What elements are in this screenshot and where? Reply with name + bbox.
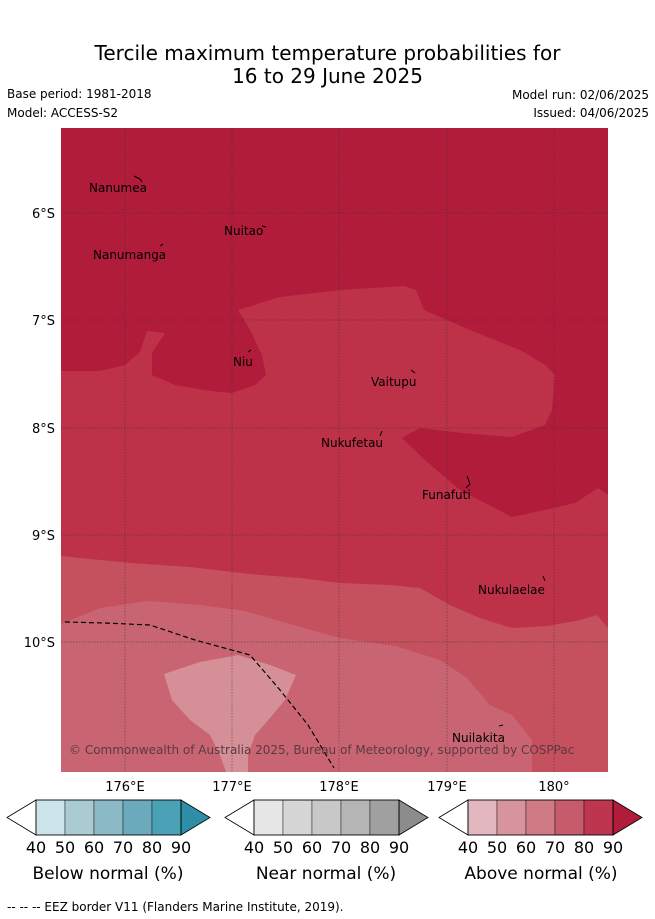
place-nanumanga: Nanumanga [93, 248, 166, 262]
lon-label-177e: 177°E [212, 780, 252, 795]
eez-border [64, 621, 335, 769]
colorbar-above-bin [467, 799, 498, 836]
colorbar-above-bin [525, 799, 556, 836]
colorbar-below-tick: 40 [26, 838, 46, 857]
colorbar-below: 40 50 60 70 80 90 [6, 799, 211, 857]
colorbar-title-near: Near normal (%) [255, 864, 397, 884]
place-labels: Nanumea Nuitao Nanumanga Niu Vaitupu Nuk… [89, 181, 545, 745]
place-funafuti: Funafuti [422, 488, 471, 502]
colorbar-near-tick: 50 [273, 838, 293, 857]
region-above-60 [61, 601, 532, 772]
colorbar-near-bin [311, 799, 342, 836]
place-nuilakita: Nuilakita [452, 731, 505, 745]
lat-label-10s: 10°S [24, 636, 55, 651]
colorbar-above-tick: 80 [574, 838, 594, 857]
colorbar-above-high-extend [612, 799, 643, 836]
colorbar-above: 40 50 60 70 80 90 [438, 799, 643, 857]
colorbar-below-high-extend [180, 799, 211, 836]
colorbar-below-bin [151, 799, 182, 836]
model-name: Model: ACCESS-S2 [7, 106, 119, 120]
colorbar-near-bin [282, 799, 313, 836]
region-above-50 [164, 655, 296, 772]
place-vaitupu: Vaitupu [371, 375, 417, 389]
colorbar-near-tick: 60 [302, 838, 322, 857]
colorbar-near: 40 50 60 70 80 90 [224, 799, 429, 857]
colorbar-near-bin [253, 799, 284, 836]
colorbar-below-outline [35, 799, 182, 836]
colorbar-below-tick: 80 [142, 838, 162, 857]
title-line-2: 16 to 29 June 2025 [232, 64, 423, 88]
colorbar-title-above: Above normal (%) [464, 864, 618, 884]
colorbar-above-tick: 70 [545, 838, 565, 857]
colorbar-below-tick: 70 [113, 838, 133, 857]
lat-labels: 6°S 7°S 8°S 9°S 10°S [24, 207, 55, 651]
model-run: Model run: 02/06/2025 [511, 88, 649, 102]
lon-label-176e: 176°E [105, 780, 145, 795]
colorbar-near-outline [253, 799, 400, 836]
copyright-notice: © Commonwealth of Australia 2025, Bureau… [69, 743, 574, 757]
place-nukufetau: Nukufetau [321, 436, 383, 450]
issued-date: Issued: 04/06/2025 [533, 106, 649, 120]
colorbar-near-tick: 80 [360, 838, 380, 857]
place-nuitao: Nuitao [224, 224, 263, 238]
lat-label-8s: 8°S [32, 422, 55, 437]
colorbar-above-bin [496, 799, 527, 836]
lon-label-179e: 179°E [427, 780, 467, 795]
colorbar-near-low-extend [224, 799, 255, 836]
colorbar-below-bin [122, 799, 153, 836]
colorbar-near-bin [369, 799, 400, 836]
colorbar-near-high-extend [398, 799, 429, 836]
colorbar-near-tick: 70 [331, 838, 351, 857]
colorbar-above-tick: 50 [487, 838, 507, 857]
colorbar-above-low-extend [438, 799, 469, 836]
lat-label-9s: 9°S [32, 529, 55, 544]
graticule [61, 128, 608, 772]
colorbar-above-tick: 90 [603, 838, 623, 857]
lon-labels: 176°E 177°E 178°E 179°E 180° [105, 780, 569, 795]
colorbar-above-tick: 40 [458, 838, 478, 857]
colorbar-near-tick: 90 [389, 838, 409, 857]
title-line-1: Tercile maximum temperature probabilitie… [94, 41, 561, 65]
colorbar-below-tick: 50 [55, 838, 75, 857]
probability-map [61, 128, 608, 772]
eez-legend-footer: -- -- -- EEZ border V11 (Flanders Marine… [7, 900, 344, 914]
colorbar-above-bin [583, 799, 614, 836]
colorbar-title-below: Below normal (%) [32, 864, 184, 884]
lon-label-180: 180° [538, 780, 569, 795]
colorbar-below-tick: 90 [171, 838, 191, 857]
colorbars: 40 50 60 70 80 90 40 50 60 70 80 90 40 50 60 70 80 90 [6, 799, 643, 857]
colorbar-near-tick: 40 [244, 838, 264, 857]
islands [133, 175, 546, 727]
colorbar-below-low-extend [6, 799, 37, 836]
colorbar-below-bin [35, 799, 66, 836]
colorbar-below-bin [64, 799, 95, 836]
colorbar-above-tick: 60 [516, 838, 536, 857]
place-nukulaelae: Nukulaelae [478, 583, 545, 597]
lat-label-7s: 7°S [32, 314, 55, 329]
colorbar-near-bin [340, 799, 371, 836]
place-niu: Niu [233, 355, 253, 369]
colorbar-above-outline [467, 799, 614, 836]
colorbar-below-bin [93, 799, 124, 836]
lat-label-6s: 6°S [32, 207, 55, 222]
lon-label-178e: 178°E [319, 780, 359, 795]
colorbar-below-tick: 60 [84, 838, 104, 857]
base-period: Base period: 1981-2018 [7, 87, 152, 101]
colorbar-above-bin [554, 799, 585, 836]
place-nanumea: Nanumea [89, 181, 147, 195]
